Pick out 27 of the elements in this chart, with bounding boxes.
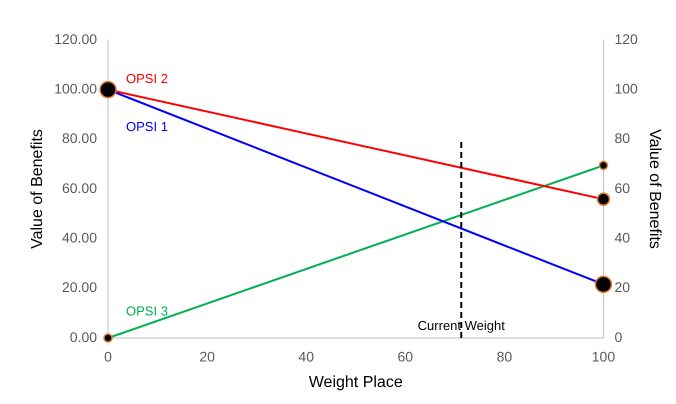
series-label: OPSI 1 bbox=[126, 119, 168, 134]
x-tick-label: 80 bbox=[496, 348, 512, 364]
x-tick-label: 100 bbox=[592, 348, 616, 364]
y-tick-label: 80.00 bbox=[62, 130, 98, 146]
y2-tick-label: 0 bbox=[614, 328, 622, 345]
y2-tick-label: 120 bbox=[614, 30, 638, 47]
x-tick-label: 0 bbox=[104, 348, 112, 364]
y-tick-label: 20.00 bbox=[62, 279, 98, 296]
y2-tick-label: 80 bbox=[614, 130, 630, 146]
y2-tick-label: 60 bbox=[614, 180, 630, 196]
y-tick-label: 40.00 bbox=[62, 230, 98, 246]
x-tick-label: 40 bbox=[298, 348, 314, 364]
y2-axis-title: Value of Benefits bbox=[646, 129, 663, 249]
y-tick-label: 120.00 bbox=[54, 30, 98, 47]
x-axis-title: Weight Place bbox=[308, 374, 403, 391]
y-tick-label: 0.00 bbox=[70, 328, 98, 345]
y2-tick-label: 20 bbox=[614, 279, 630, 296]
x-tick-label: 60 bbox=[397, 348, 414, 364]
series-label: OPSI 3 bbox=[126, 304, 168, 319]
y-tick-label: 60.00 bbox=[62, 180, 98, 196]
ref-line-label: Current Weight bbox=[418, 318, 506, 334]
y2-tick-label: 100 bbox=[614, 80, 638, 97]
y-axis-title: Value of Benefits bbox=[29, 129, 46, 249]
y2-tick-label: 40 bbox=[614, 230, 630, 246]
x-tick-label: 20 bbox=[199, 348, 216, 364]
series-label: OPSI 2 bbox=[126, 71, 168, 86]
y-tick-label: 100.00 bbox=[54, 80, 98, 97]
